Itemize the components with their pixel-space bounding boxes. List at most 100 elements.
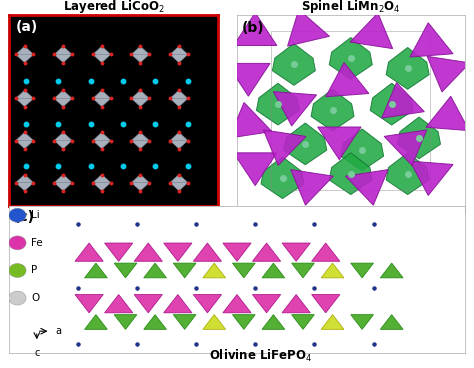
Polygon shape [203, 315, 226, 329]
Polygon shape [134, 243, 163, 261]
Polygon shape [261, 157, 304, 199]
Polygon shape [170, 132, 188, 141]
Polygon shape [380, 315, 403, 329]
Polygon shape [284, 123, 327, 165]
Polygon shape [227, 63, 270, 96]
Polygon shape [264, 130, 306, 165]
Polygon shape [223, 294, 251, 313]
Polygon shape [273, 92, 317, 126]
Polygon shape [193, 243, 221, 261]
Polygon shape [386, 47, 429, 89]
Polygon shape [410, 161, 453, 195]
Polygon shape [350, 13, 392, 49]
Polygon shape [170, 174, 188, 183]
Polygon shape [55, 132, 72, 141]
Polygon shape [262, 315, 285, 329]
Polygon shape [232, 263, 255, 278]
Polygon shape [256, 83, 300, 125]
Polygon shape [351, 315, 374, 329]
Polygon shape [75, 243, 103, 261]
Polygon shape [311, 89, 354, 131]
Polygon shape [170, 141, 188, 149]
Polygon shape [55, 90, 72, 98]
Polygon shape [131, 54, 149, 63]
Polygon shape [282, 294, 310, 313]
Text: Fe: Fe [31, 238, 43, 248]
Polygon shape [321, 315, 344, 329]
Polygon shape [232, 315, 255, 329]
Polygon shape [234, 153, 277, 185]
Polygon shape [131, 141, 149, 149]
Polygon shape [292, 315, 314, 329]
Polygon shape [55, 54, 72, 63]
Polygon shape [131, 183, 149, 191]
Polygon shape [114, 315, 137, 329]
Polygon shape [55, 46, 72, 54]
Polygon shape [84, 315, 107, 329]
Polygon shape [131, 132, 149, 141]
Polygon shape [93, 183, 110, 191]
Polygon shape [326, 63, 369, 97]
Text: (c): (c) [14, 210, 35, 224]
Polygon shape [105, 294, 133, 313]
Polygon shape [234, 13, 277, 46]
Text: a: a [55, 326, 61, 336]
Polygon shape [114, 263, 137, 278]
Polygon shape [311, 294, 340, 313]
Polygon shape [291, 170, 333, 205]
Polygon shape [426, 96, 469, 131]
Polygon shape [292, 263, 314, 278]
Polygon shape [131, 98, 149, 107]
Polygon shape [341, 129, 383, 171]
Polygon shape [93, 141, 110, 149]
Polygon shape [55, 174, 72, 183]
Polygon shape [288, 10, 329, 46]
Polygon shape [170, 98, 188, 107]
Polygon shape [170, 46, 188, 54]
Polygon shape [93, 174, 110, 183]
Polygon shape [223, 243, 251, 261]
Polygon shape [55, 98, 72, 107]
Polygon shape [273, 43, 315, 85]
Polygon shape [16, 141, 34, 149]
Polygon shape [131, 174, 149, 183]
Circle shape [9, 208, 26, 222]
Polygon shape [16, 174, 34, 183]
Polygon shape [164, 294, 192, 313]
Polygon shape [93, 132, 110, 141]
Polygon shape [16, 183, 34, 191]
Polygon shape [170, 183, 188, 191]
Polygon shape [173, 315, 196, 329]
Polygon shape [282, 243, 310, 261]
Polygon shape [170, 54, 188, 63]
Polygon shape [370, 83, 413, 125]
Polygon shape [262, 263, 285, 278]
Title: Layered LiCoO$_2$: Layered LiCoO$_2$ [63, 0, 165, 15]
Polygon shape [398, 117, 440, 159]
Polygon shape [203, 263, 226, 278]
Polygon shape [384, 130, 427, 165]
Polygon shape [311, 243, 340, 261]
Polygon shape [164, 243, 192, 261]
Polygon shape [173, 263, 196, 278]
Polygon shape [346, 170, 388, 205]
Text: Olivine LiFePO$_4$: Olivine LiFePO$_4$ [209, 348, 312, 364]
Text: c: c [34, 348, 39, 358]
Polygon shape [105, 243, 133, 261]
Text: (b): (b) [242, 21, 264, 35]
Polygon shape [134, 294, 163, 313]
Text: (a): (a) [16, 21, 38, 35]
Polygon shape [93, 90, 110, 98]
Polygon shape [253, 294, 281, 313]
Polygon shape [380, 263, 403, 278]
Polygon shape [16, 98, 34, 107]
Polygon shape [351, 263, 374, 278]
Polygon shape [386, 153, 429, 195]
Polygon shape [93, 54, 110, 63]
Polygon shape [131, 46, 149, 54]
Circle shape [9, 291, 26, 305]
Text: P: P [31, 265, 37, 276]
Polygon shape [93, 46, 110, 54]
Polygon shape [253, 243, 281, 261]
Polygon shape [16, 132, 34, 141]
